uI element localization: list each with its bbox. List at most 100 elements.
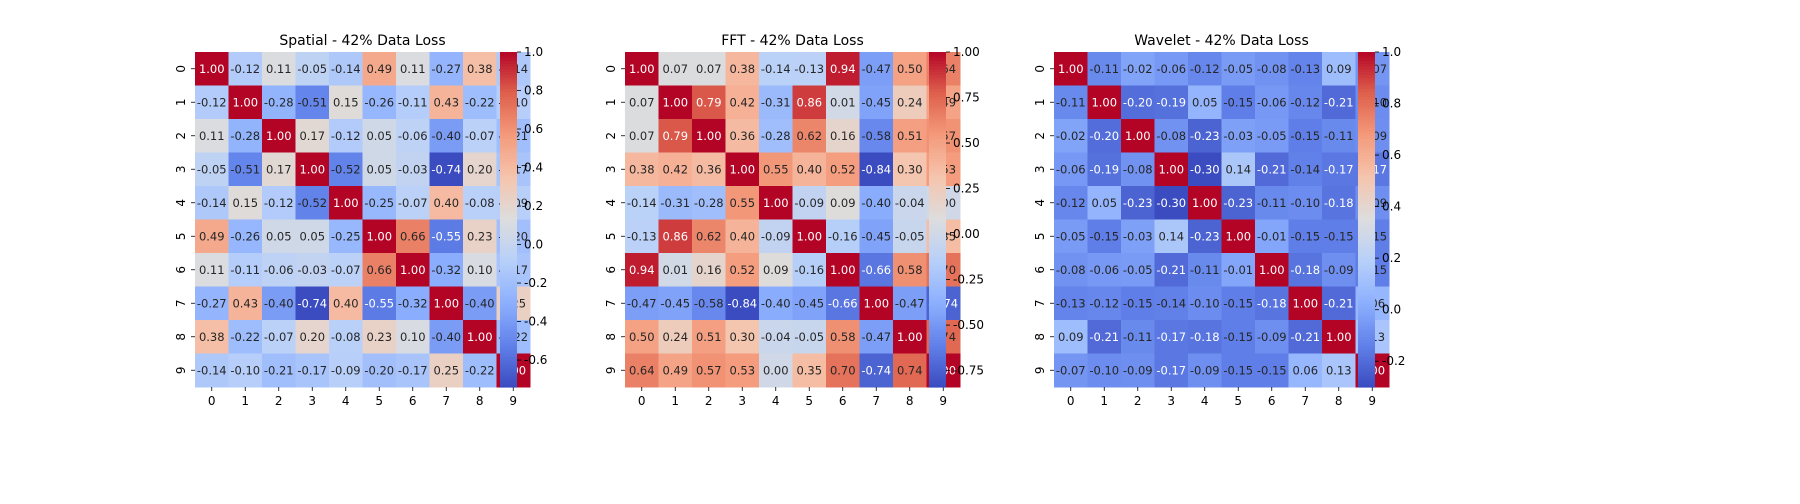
heatmap-cell bbox=[1255, 286, 1289, 321]
colorbar-segment bbox=[1358, 375, 1375, 380]
cell-annotation: -0.12 bbox=[264, 196, 294, 210]
colorbar-segment bbox=[1358, 116, 1375, 120]
colorbar-segment bbox=[1358, 138, 1375, 142]
heatmap-cell bbox=[725, 320, 760, 354]
cell-annotation: -0.04 bbox=[895, 196, 925, 210]
colorbar-segment bbox=[1358, 275, 1375, 279]
heatmap-cell bbox=[1121, 353, 1155, 388]
y-tick-label: 4 bbox=[1033, 199, 1047, 207]
cell-annotation: 0.05 bbox=[1192, 95, 1218, 109]
cell-annotation: -0.03 bbox=[398, 162, 428, 176]
heatmap-cell bbox=[725, 119, 760, 153]
cell-annotation: 0.53 bbox=[729, 363, 755, 377]
cell-annotation: 1.00 bbox=[1292, 296, 1318, 310]
heatmap-cell bbox=[463, 119, 497, 153]
y-tick-label: 2 bbox=[604, 132, 618, 140]
colorbar-segment bbox=[929, 96, 946, 101]
colorbar-segment bbox=[929, 241, 946, 246]
colorbar-segment bbox=[1358, 216, 1375, 221]
colorbar-segment bbox=[1358, 381, 1375, 385]
colorbar-tick-label: 0.4 bbox=[524, 161, 543, 175]
colorbar-segment bbox=[500, 278, 517, 282]
colorbar-segment bbox=[929, 57, 946, 61]
colorbar-segment bbox=[1358, 236, 1375, 240]
cell-annotation: -0.15 bbox=[1324, 229, 1354, 243]
colorbar-segment bbox=[929, 280, 946, 285]
colorbar-tick-label: 0.6 bbox=[1382, 148, 1401, 162]
colorbar-segment bbox=[500, 236, 517, 240]
cell-annotation: 0.79 bbox=[696, 95, 722, 109]
colorbar-segment bbox=[1358, 74, 1375, 78]
cell-annotation: 0.40 bbox=[796, 162, 822, 176]
colorbar-segment bbox=[500, 199, 517, 204]
colorbar-segment bbox=[1358, 317, 1375, 321]
cell-annotation: -0.18 bbox=[1290, 263, 1320, 277]
heatmap-cell bbox=[859, 219, 894, 254]
cell-annotation: -0.07 bbox=[398, 196, 428, 210]
colorbar-tick-label: -0.4 bbox=[524, 315, 547, 329]
heatmap-cell bbox=[1188, 85, 1222, 120]
colorbar-segment bbox=[929, 286, 946, 290]
colorbar-segment bbox=[500, 99, 517, 103]
cell-annotation: -0.21 bbox=[1324, 95, 1354, 109]
colorbar-tick-label: 0.00 bbox=[953, 227, 980, 241]
cell-annotation: -0.47 bbox=[895, 296, 925, 310]
heatmap-cell bbox=[228, 152, 263, 187]
colorbar-segment bbox=[500, 255, 517, 260]
cell-annotation: 1.00 bbox=[400, 263, 426, 277]
cell-annotation: -0.47 bbox=[627, 296, 657, 310]
cell-annotation: 1.00 bbox=[1192, 196, 1218, 210]
heatmap-cell bbox=[1188, 152, 1222, 187]
cell-annotation: 0.49 bbox=[662, 363, 688, 377]
colorbar-segment bbox=[500, 297, 517, 302]
cell-annotation: -0.08 bbox=[1156, 129, 1186, 143]
colorbar-segment bbox=[1358, 174, 1375, 179]
colorbar-segment bbox=[929, 160, 946, 165]
colorbar-segment bbox=[1358, 208, 1375, 212]
colorbar-segment bbox=[1358, 99, 1375, 103]
colorbar-segment bbox=[1358, 127, 1375, 131]
heatmap-cell bbox=[1087, 253, 1122, 287]
cell-annotation: -0.15 bbox=[1223, 296, 1253, 310]
cell-annotation: -0.47 bbox=[861, 330, 891, 344]
colorbar-segment bbox=[929, 74, 946, 78]
colorbar-segment bbox=[1358, 283, 1375, 288]
heatmap-cell bbox=[1121, 320, 1155, 354]
colorbar-segment bbox=[929, 331, 946, 335]
heatmap-cell bbox=[1121, 152, 1155, 187]
cell-annotation: 1.00 bbox=[1125, 129, 1151, 143]
colorbar-segment bbox=[500, 174, 517, 179]
colorbar-tick-label: 0.0 bbox=[524, 238, 543, 252]
colorbar-segment bbox=[500, 225, 517, 229]
heatmap-cell bbox=[329, 219, 363, 254]
colorbar-segment bbox=[1358, 331, 1375, 335]
colorbar-segment bbox=[500, 339, 517, 343]
cell-annotation: -0.12 bbox=[1190, 62, 1220, 76]
heatmap-cell bbox=[658, 186, 693, 220]
colorbar-segment bbox=[1358, 320, 1375, 324]
colorbar-segment bbox=[929, 194, 946, 198]
colorbar-segment bbox=[1358, 177, 1375, 182]
heatmap-cell bbox=[1087, 52, 1122, 86]
colorbar-segment bbox=[1358, 155, 1375, 159]
colorbar-segment bbox=[500, 222, 517, 226]
colorbar-segment bbox=[500, 60, 517, 64]
colorbar-segment bbox=[500, 124, 517, 128]
colorbar-segment bbox=[929, 233, 946, 237]
heatmap-cell bbox=[295, 320, 330, 354]
colorbar-segment bbox=[1358, 328, 1375, 332]
colorbar-segment bbox=[500, 272, 517, 276]
colorbar-segment bbox=[1358, 96, 1375, 101]
colorbar-segment bbox=[500, 227, 517, 232]
cell-annotation: -0.32 bbox=[398, 296, 428, 310]
colorbar-segment bbox=[500, 197, 517, 201]
cell-annotation: 0.38 bbox=[729, 62, 755, 76]
colorbar-segment bbox=[1358, 314, 1375, 318]
heatmap-cell bbox=[1221, 320, 1256, 354]
colorbar-segment bbox=[929, 384, 946, 388]
heatmap-cell bbox=[658, 52, 693, 86]
cell-annotation: 1.00 bbox=[266, 129, 292, 143]
colorbar-tick-label: -0.6 bbox=[524, 353, 547, 367]
cell-annotation: 0.15 bbox=[333, 95, 359, 109]
